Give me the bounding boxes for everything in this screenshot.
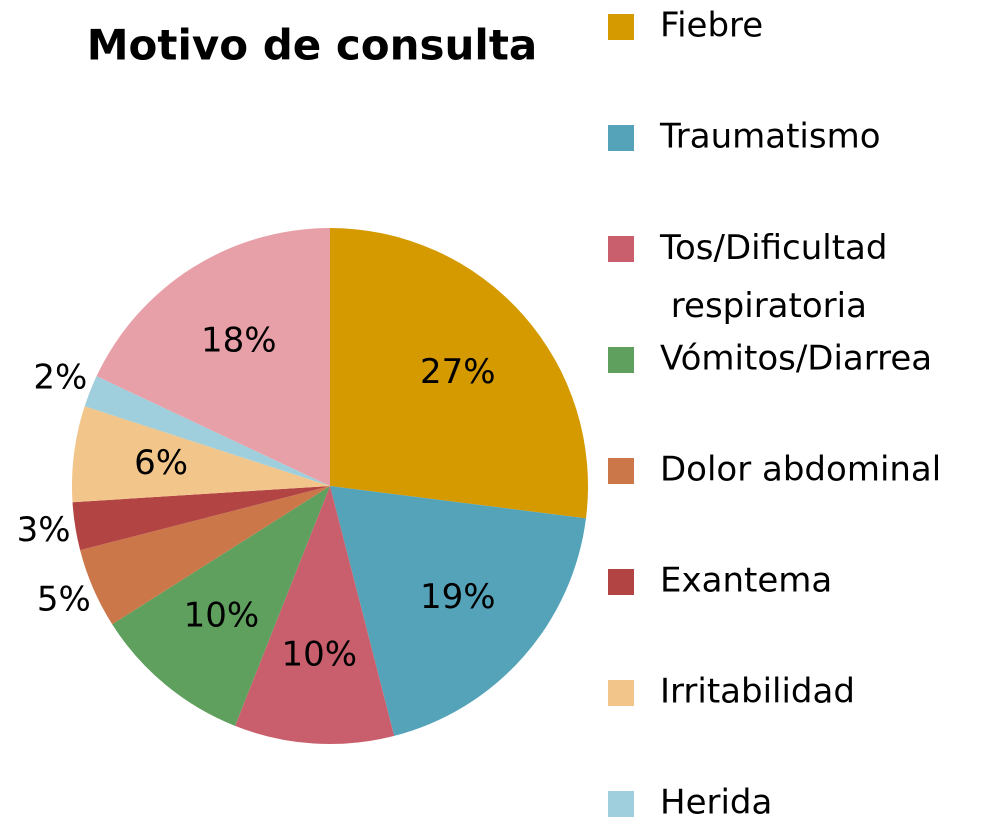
pie-slice	[84, 376, 331, 486]
pie-slice	[96, 228, 330, 486]
legend-label: Dolor abdominal	[660, 450, 941, 490]
legend-swatch	[608, 569, 634, 595]
data-label: 3%	[17, 510, 71, 550]
pie-slice	[71, 406, 330, 503]
legend-label: Exantema	[660, 561, 832, 601]
data-label: 27%	[420, 352, 496, 392]
pie-slice	[235, 486, 395, 744]
data-label: 6%	[134, 443, 188, 483]
legend-swatch	[608, 125, 634, 151]
data-label: 18%	[201, 321, 277, 361]
data-label: 5%	[37, 580, 91, 620]
chart-title: Motivo de consulta	[87, 21, 538, 70]
legend-swatch	[608, 236, 634, 262]
legend-swatch	[608, 680, 634, 706]
data-label: 2%	[33, 358, 87, 398]
legend-swatch	[608, 791, 634, 817]
legend-label: Herida	[660, 783, 772, 823]
legend-label: Irritabilidad	[660, 672, 855, 712]
legend-label: Traumatismo	[659, 117, 881, 157]
legend-swatch	[608, 14, 634, 40]
legend-swatch	[608, 347, 634, 373]
legend-label: Vómitos/Diarrea	[660, 339, 932, 379]
pie-slice	[72, 486, 331, 551]
pie-slice	[112, 486, 331, 726]
legend-label: Tos/Dificultad respiratoria	[659, 228, 887, 326]
legend-label: Fiebre	[660, 6, 763, 46]
pie-slice	[330, 228, 588, 519]
data-label: 10%	[282, 634, 358, 674]
legend-swatch	[608, 458, 634, 484]
pie-slice	[80, 486, 330, 625]
pie-slice	[330, 486, 586, 736]
data-label: 19%	[420, 577, 496, 617]
data-label: 10%	[184, 596, 260, 636]
